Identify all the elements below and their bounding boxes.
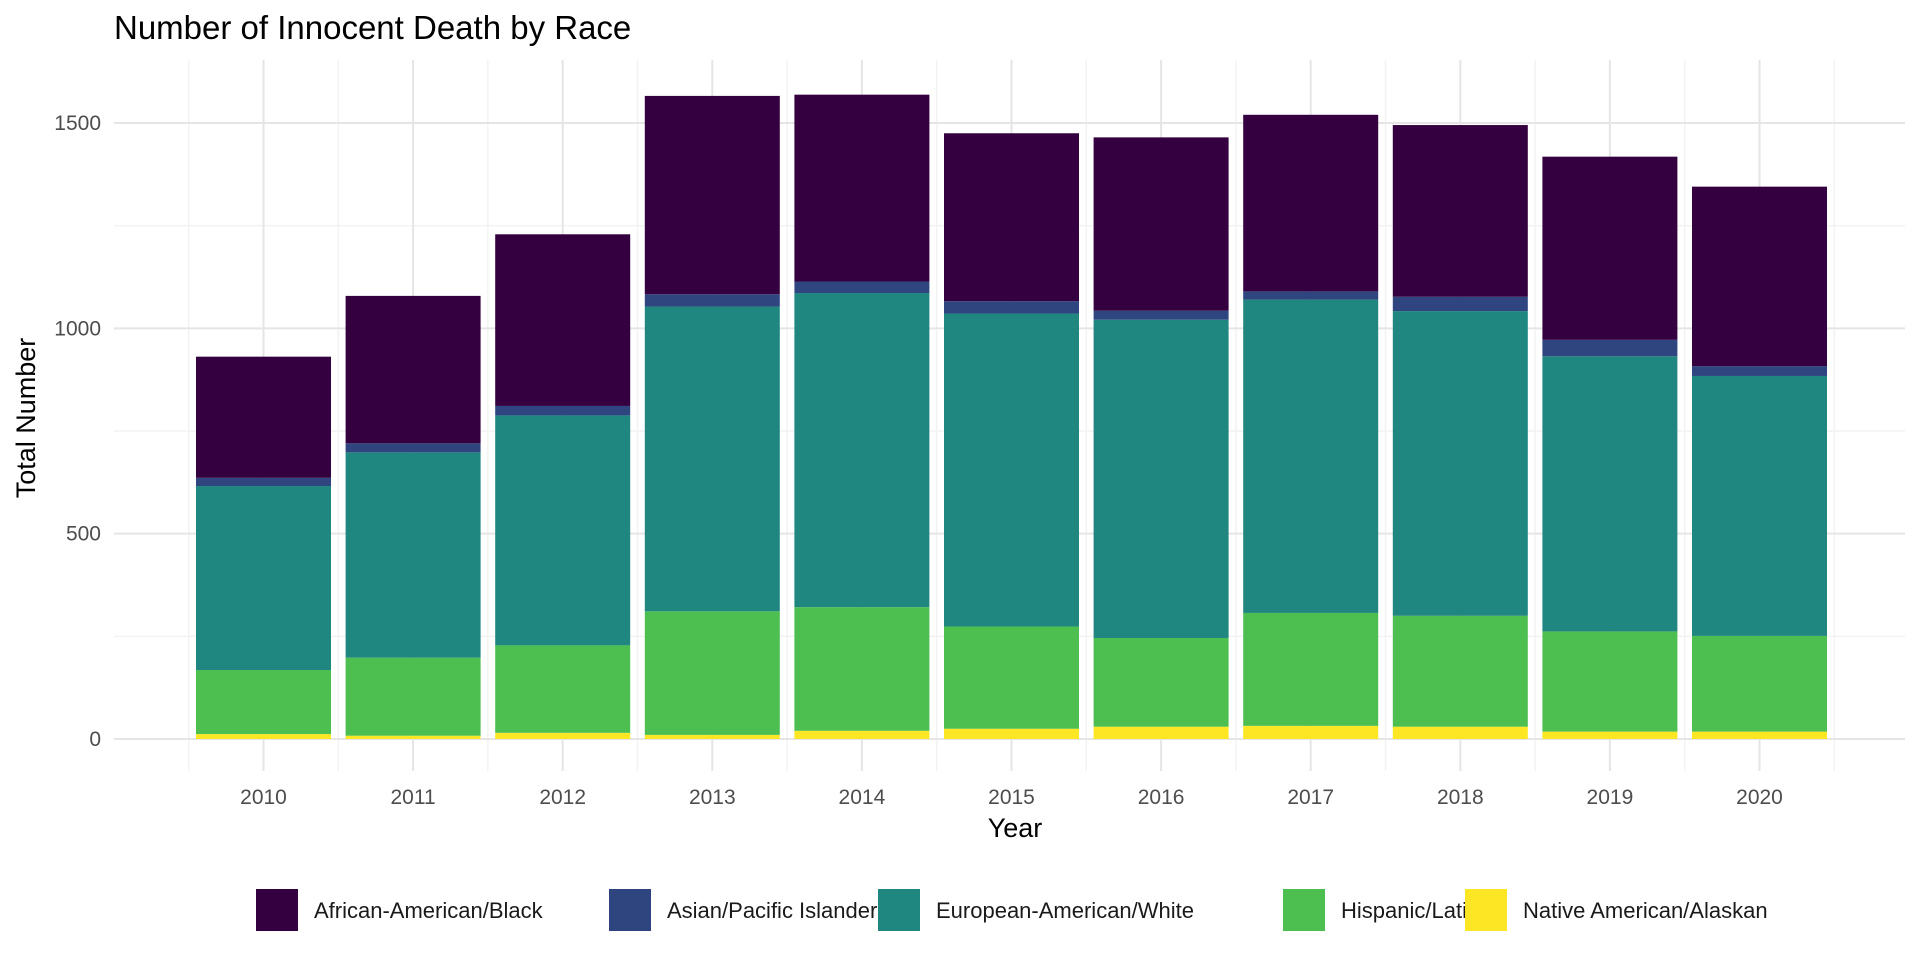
bar-segment — [1692, 366, 1827, 376]
bar-segment — [1093, 137, 1229, 311]
bar-segment — [794, 293, 930, 608]
x-tick-label: 2017 — [1287, 786, 1334, 809]
bar-segment — [644, 611, 780, 735]
bar-segment — [345, 735, 481, 739]
legend-label: Asian/Pacific Islander — [667, 898, 877, 923]
legend-item: European-American/White — [878, 889, 1194, 931]
bar-segment — [196, 356, 331, 478]
bar-segment — [196, 477, 331, 487]
bar-segment — [495, 732, 631, 739]
bar-segment — [944, 301, 1079, 314]
x-tick-label: 2011 — [391, 786, 436, 809]
legend-item: African-American/Black — [256, 889, 544, 931]
x-tick-label: 2016 — [1138, 786, 1185, 809]
bar-segment — [345, 452, 481, 658]
x-tick-label: 2010 — [240, 786, 287, 809]
legend-item: Hispanic/Latino — [1283, 889, 1491, 931]
legend-key — [1283, 889, 1325, 931]
bar-segment — [345, 657, 481, 736]
bar-segment — [944, 313, 1079, 627]
bar-segment — [1093, 319, 1229, 638]
legend-key — [256, 889, 298, 931]
bar-segment — [1243, 612, 1379, 726]
bar-segment — [196, 670, 331, 735]
x-tick-label: 2012 — [539, 786, 586, 809]
bar-segment — [495, 234, 631, 406]
bars — [196, 94, 1827, 739]
bar-segment — [196, 486, 331, 671]
bar-segment — [345, 295, 481, 444]
x-tick-label: 2014 — [839, 786, 886, 809]
bar-segment — [1542, 731, 1678, 739]
x-tick-label: 2019 — [1587, 786, 1634, 809]
bar-segment — [1692, 375, 1827, 636]
bar-segment — [196, 734, 331, 739]
bar-segment — [495, 415, 631, 646]
x-tick-label: 2013 — [689, 786, 736, 809]
legend-key — [878, 889, 920, 931]
legend-label: European-American/White — [936, 898, 1194, 923]
bar-segment — [1243, 299, 1379, 613]
y-axis-ticks: 0 500 1000 1500 — [54, 112, 101, 751]
y-axis-title: Total Number — [11, 338, 41, 499]
y-tick-label: 500 — [66, 523, 101, 546]
bar-segment — [1392, 311, 1528, 616]
bar-segment — [794, 730, 930, 739]
bar-segment — [644, 95, 780, 295]
x-tick-label: 2018 — [1437, 786, 1484, 809]
bar-segment — [1692, 635, 1827, 732]
legend-key — [609, 889, 651, 931]
bar-segment — [1243, 725, 1379, 739]
x-tick-label: 2015 — [988, 786, 1035, 809]
legend-label: African-American/Black — [314, 898, 544, 923]
legend-item: Asian/Pacific Islander — [609, 889, 877, 931]
bar-segment — [1243, 291, 1379, 300]
bar-segment — [644, 734, 780, 739]
bar-segment — [495, 405, 631, 416]
bar-segment — [1692, 186, 1827, 367]
bar-segment — [1093, 310, 1229, 320]
bar-segment — [495, 645, 631, 733]
bar-segment — [1542, 356, 1678, 632]
bar-segment — [1542, 339, 1678, 357]
bar-segment — [1542, 156, 1678, 340]
y-tick-label: 0 — [89, 728, 101, 751]
bar-segment — [944, 626, 1079, 729]
bar-segment — [944, 133, 1079, 302]
bar-segment — [1243, 114, 1379, 292]
y-tick-label: 1500 — [54, 112, 101, 135]
legend-item: Native American/Alaskan — [1465, 889, 1768, 931]
bar-segment — [1093, 637, 1229, 727]
bar-segment — [1093, 726, 1229, 739]
bar-segment — [944, 728, 1079, 739]
bar-segment — [644, 306, 780, 612]
x-tick-label: 2020 — [1736, 786, 1783, 809]
bar-segment — [1542, 631, 1678, 732]
bar-segment — [794, 94, 930, 282]
bar-segment — [1392, 296, 1528, 312]
bar-segment — [345, 443, 481, 453]
legend-key — [1465, 889, 1507, 931]
x-axis-title: Year — [988, 813, 1043, 843]
bar-segment — [1392, 726, 1528, 739]
bar-segment — [794, 607, 930, 731]
bar-segment — [1692, 731, 1827, 739]
legend: African-American/Black Asian/Pacific Isla… — [256, 889, 1768, 931]
bar-segment — [794, 281, 930, 294]
y-tick-label: 1000 — [54, 317, 101, 340]
bar-segment — [644, 294, 780, 307]
bar-segment — [1392, 125, 1528, 297]
x-axis-ticks: 2010 2011 2012 2013 2014 2015 2016 2017 2018 2019… — [240, 786, 1783, 809]
chart-title: Number of Innocent Death by Race — [114, 9, 631, 46]
legend-label: Native American/Alaskan — [1523, 898, 1768, 923]
bar-segment — [1392, 615, 1528, 727]
